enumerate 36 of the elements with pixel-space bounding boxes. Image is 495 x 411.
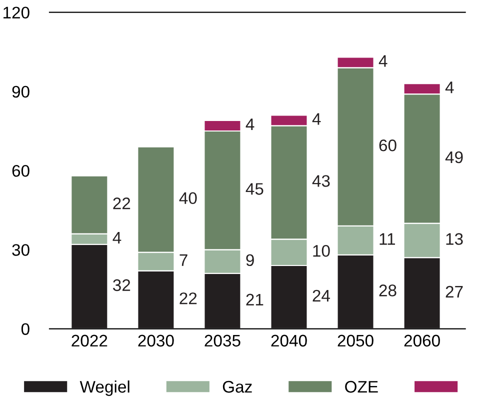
x-tick-label: 2022: [72, 334, 108, 347]
x-tick-label: 2040: [271, 334, 307, 347]
legend-label: OZE: [345, 380, 378, 393]
data-label: 4: [445, 82, 454, 94]
legend-label: Gaz: [222, 380, 252, 393]
data-label: 27: [446, 286, 463, 298]
data-label: 45: [246, 183, 264, 195]
data-label: 21: [246, 294, 264, 306]
data-label: 60: [379, 140, 396, 152]
data-label: 4: [112, 232, 122, 244]
data-label: 24: [312, 290, 330, 302]
x-tick-label: 2030: [138, 334, 174, 347]
y-tick-label: 120: [4, 6, 30, 19]
data-label: 22: [180, 292, 197, 304]
data-label: 11: [380, 233, 395, 245]
data-label: 43: [312, 175, 330, 187]
x-tick-label: 2050: [338, 334, 374, 347]
y-tick-label: 60: [12, 164, 30, 177]
data-label: 4: [378, 55, 388, 67]
data-label: 9: [246, 254, 254, 266]
data-label: 4: [312, 113, 321, 125]
legend-label: Wegiel: [80, 380, 130, 396]
y-tick-label: 30: [12, 244, 30, 256]
x-tick-label: 2060: [404, 334, 440, 347]
x-tick-label: 2035: [204, 334, 240, 347]
y-tick-label: 0: [21, 323, 30, 336]
data-label: 13: [446, 233, 463, 245]
data-label: 49: [445, 151, 463, 164]
y-tick-label: 90: [12, 86, 30, 98]
data-label: 28: [379, 284, 396, 296]
data-label: 7: [180, 254, 188, 266]
data-label: 22: [113, 198, 130, 210]
data-label: 10: [313, 244, 330, 257]
data-label: 40: [179, 192, 197, 204]
data-label: 32: [113, 279, 130, 292]
data-label: 4: [246, 118, 254, 130]
